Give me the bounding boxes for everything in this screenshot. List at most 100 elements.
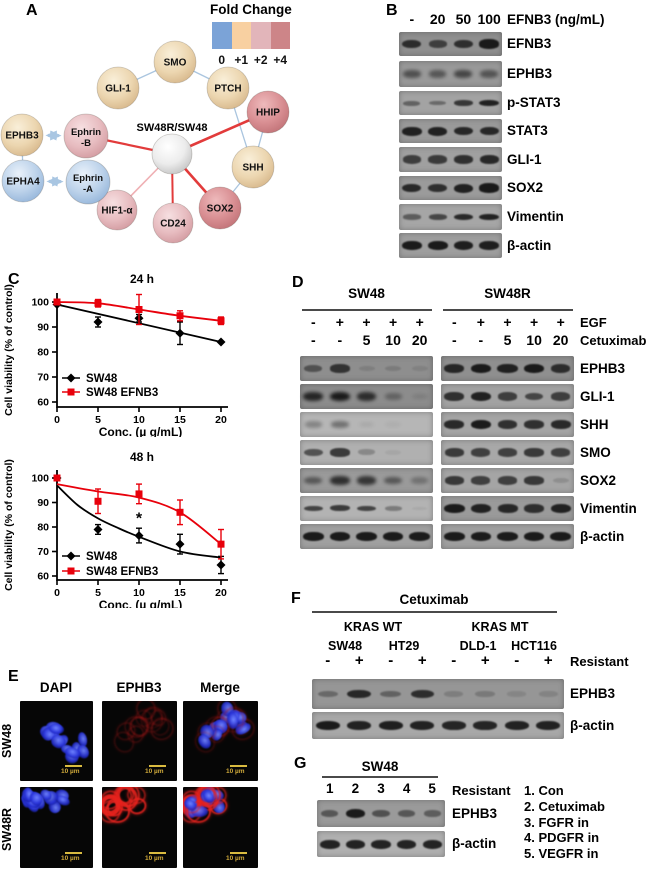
lane-symbol: + (417, 652, 427, 669)
blot-band (444, 476, 464, 485)
blot-band (358, 421, 375, 428)
micrograph-sw48r-dapi: 10 µm (20, 787, 93, 868)
blot-band (475, 691, 495, 697)
viability-chart-24h: 60 70 80 90 100 0 5 10 15 20 24 h Conc. (µ g/mL) Cel… (3, 272, 228, 437)
network-node-label: -A (83, 184, 93, 195)
row-header-sw48r: SW48R (0, 807, 14, 851)
cell-line-label: DLD-1 (459, 639, 497, 653)
group-underline (443, 309, 573, 311)
blot-band (441, 721, 466, 730)
blot-band (384, 393, 402, 400)
lane-symbol: + (530, 314, 539, 330)
blot-band (444, 531, 465, 542)
blot-band (427, 126, 448, 136)
network-node-cd24 (152, 202, 194, 244)
network-node-label: EPHA4 (6, 177, 40, 188)
svg-text:SW48: SW48 (86, 373, 118, 385)
blot-band (331, 421, 349, 428)
blot-band (453, 213, 473, 221)
lane-symbol: + (415, 314, 424, 330)
blot-band (403, 100, 421, 106)
network-node-gli1 (96, 66, 140, 110)
network-node-hhip (246, 90, 290, 134)
svg-text:90: 90 (37, 322, 49, 334)
blot-d-left-2 (300, 412, 433, 437)
blot-band (411, 477, 429, 484)
blot-b-7 (399, 233, 502, 258)
blot-band (429, 100, 447, 106)
blot-band (402, 39, 422, 49)
blot-b-0 (399, 32, 502, 56)
lane-number: 5 (428, 781, 436, 796)
blot-band (356, 476, 377, 485)
blot-d-left-5 (300, 496, 433, 521)
blot-b-2 (399, 91, 502, 115)
svg-text:80: 80 (37, 522, 49, 534)
blot-band (402, 183, 422, 193)
blot-b-3 (399, 119, 502, 143)
resistant-label: Resistant (452, 783, 511, 798)
blot-band (304, 476, 323, 485)
blot-band (470, 392, 492, 402)
network-node-efnb (63, 113, 109, 159)
lane-symbol: + (476, 314, 485, 330)
svg-text:80: 80 (37, 347, 49, 359)
blot-band (303, 505, 323, 512)
svg-text:15: 15 (174, 414, 186, 426)
blot-band (409, 531, 430, 542)
blot-band (303, 531, 324, 542)
blot-d-left-3 (300, 440, 433, 465)
lane-number: 3 (377, 781, 385, 796)
blot-band (385, 365, 402, 372)
fold-change-legend: Fold Change 0 +1 +2 +4 (210, 2, 296, 67)
lane-symbol: - (337, 332, 343, 348)
blot-band (444, 503, 465, 514)
blot-band (552, 477, 569, 484)
blot-band (507, 691, 527, 697)
blot-row-label: EPHB3 (570, 686, 616, 701)
treatment-legend-item: 1. Con (524, 783, 564, 798)
svg-text:15: 15 (174, 587, 186, 599)
blot-g-1 (317, 831, 445, 857)
scale-bar-label: 10 µm (226, 768, 245, 775)
blot-row-label: Vimentin (580, 500, 637, 516)
blot-row-label: GLI-1 (507, 151, 542, 167)
lane-symbol: - (514, 652, 520, 669)
blot-b-5 (399, 176, 502, 200)
blot-band (427, 240, 448, 251)
network-node-label: GLI-1 (105, 84, 131, 95)
svg-text:Cell viability (% of control): Cell viability (% of control) (3, 459, 15, 591)
blot-row-label: p-STAT3 (507, 95, 561, 110)
svg-text:60: 60 (37, 571, 49, 583)
lane-symbol: 20 (552, 332, 569, 348)
blot-band (551, 448, 571, 457)
blot-band (497, 531, 518, 542)
blot-band (497, 420, 518, 429)
blot-band (428, 214, 447, 220)
blot-band (356, 392, 377, 401)
blot-band (358, 449, 375, 456)
blot-row-label: EPHB3 (452, 805, 498, 821)
blot-band (345, 839, 366, 849)
svg-text:5: 5 (95, 414, 101, 426)
blot-d-left-1 (300, 384, 433, 409)
micrograph-sw48r-ephb3: 10 µm (102, 787, 177, 868)
network-node-label: HHIP (256, 108, 280, 119)
lane-symbol: - (478, 332, 484, 348)
blot-band (536, 721, 561, 731)
treatment-legend-item: 3. FGFR in (524, 815, 589, 830)
blot-band (356, 505, 377, 512)
blot-row-label: EPHB3 (507, 66, 553, 81)
lane-number: 1 (326, 781, 334, 796)
blot-band (471, 448, 491, 457)
blot-band (329, 391, 351, 402)
lane-header: - (409, 11, 415, 27)
blot-d-right-6 (441, 524, 574, 549)
fold-change-value: +2 (253, 53, 268, 67)
blot-band (396, 839, 417, 849)
blot-band (497, 448, 518, 457)
svg-text:Conc. (µ g/mL): Conc. (µ g/mL) (99, 598, 183, 608)
fold-change-title: Fold Change (210, 2, 292, 17)
blot-band (470, 419, 492, 430)
